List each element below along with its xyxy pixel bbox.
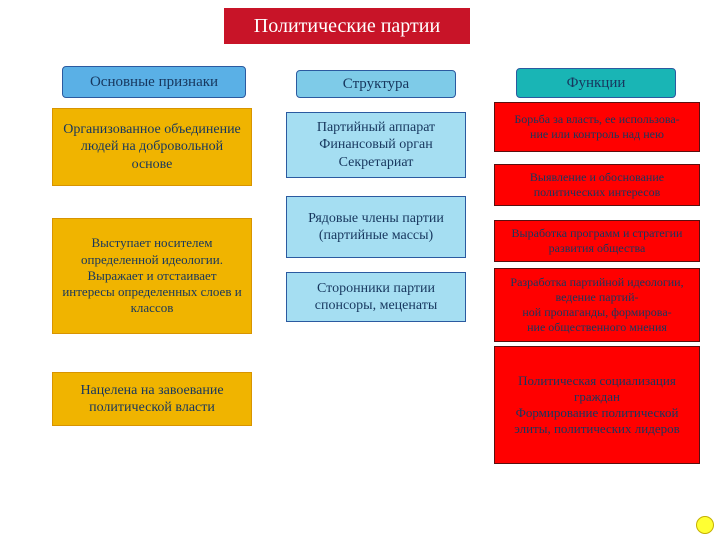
traits-item: Организованное объединение людей на добр… (52, 108, 252, 186)
title-box: Политические партии (224, 8, 470, 44)
structure-item: Рядовые члены партии (партийные массы) (286, 196, 466, 258)
structure-text: Партийный аппарат Финансовый орган Секре… (317, 119, 435, 172)
header-label: Основные признаки (90, 73, 218, 92)
structure-item: Сторонники партии спонсоры, меценаты (286, 272, 466, 322)
structure-text: Сторонники партии спонсоры, меценаты (315, 280, 437, 315)
header-label: Структура (343, 75, 409, 94)
functions-text: Выработка программ и стратегии развития … (503, 226, 691, 256)
functions-item: Выявление и обоснование политических инт… (494, 164, 700, 206)
header-functions: Функции (516, 68, 676, 98)
title-text: Политические партии (254, 14, 440, 39)
traits-item: Выступает носителем определенной идеолог… (52, 218, 252, 334)
functions-text: Разработка партийной идеологии, ведение … (503, 275, 691, 335)
header-label: Функции (567, 74, 626, 93)
functions-item: Выработка программ и стратегии развития … (494, 220, 700, 262)
traits-text: Выступает носителем определенной идеолог… (61, 235, 243, 316)
functions-text: Политическая социализация граждан Формир… (503, 373, 691, 438)
traits-text: Организованное объединение людей на добр… (61, 121, 243, 174)
functions-item: Политическая социализация граждан Формир… (494, 346, 700, 464)
functions-item: Борьба за власть, ее использова- ние или… (494, 102, 700, 152)
header-traits: Основные признаки (62, 66, 246, 98)
traits-item: Нацелена на завоевание политической влас… (52, 372, 252, 426)
functions-item: Разработка партийной идеологии, ведение … (494, 268, 700, 342)
header-structure: Структура (296, 70, 456, 98)
functions-text: Выявление и обоснование политических инт… (503, 170, 691, 200)
structure-text: Рядовые члены партии (партийные массы) (308, 210, 444, 245)
traits-text: Нацелена на завоевание политической влас… (61, 382, 243, 417)
functions-text: Борьба за власть, ее использова- ние или… (514, 112, 679, 142)
decoration-circle (696, 516, 714, 534)
structure-item: Партийный аппарат Финансовый орган Секре… (286, 112, 466, 178)
